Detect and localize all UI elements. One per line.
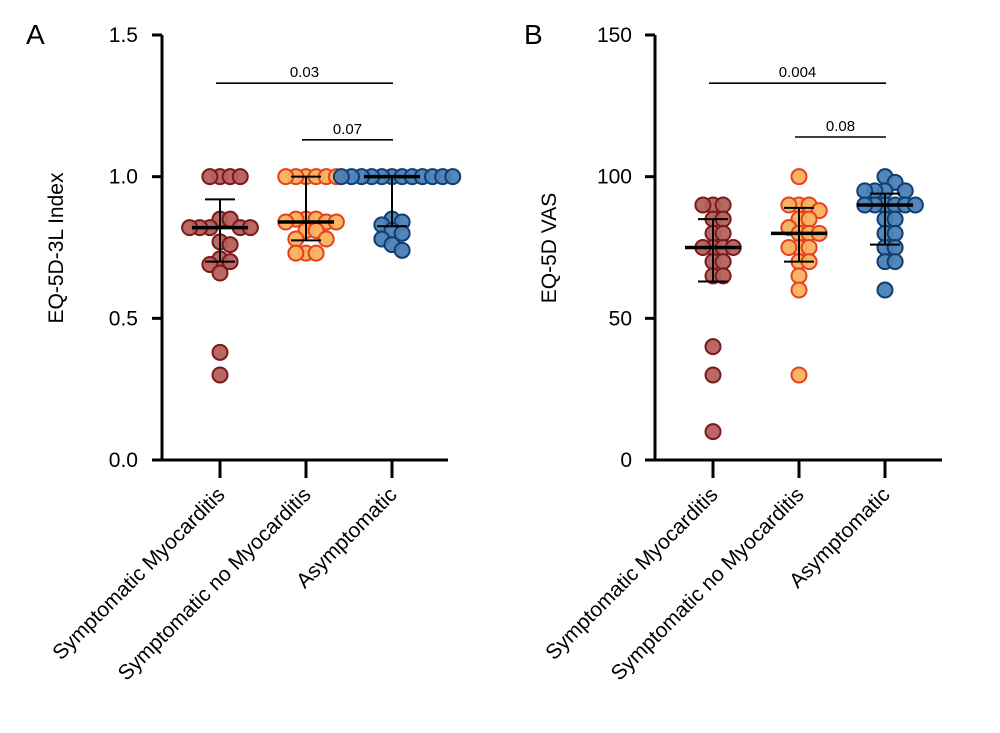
data-point <box>704 423 722 441</box>
data-point <box>886 253 904 271</box>
points <box>694 168 924 441</box>
y-tick-label: 1.5 <box>109 24 138 47</box>
data-point <box>800 210 818 228</box>
panel-a: A EQ-5D-3L Index 0.0 0.5 1.0 1.5 0.03 0.07 S… <box>26 19 462 685</box>
p-value-label: 0.08 <box>826 118 855 135</box>
data-point <box>231 168 249 186</box>
data-point <box>790 267 808 285</box>
y-tick-label: 50 <box>609 307 632 330</box>
y-tick-label: 0 <box>620 449 632 472</box>
error-bars <box>685 192 913 283</box>
panel-letter-b: B <box>524 19 543 50</box>
axes <box>154 35 448 478</box>
data-point <box>780 196 798 214</box>
y-tick-label: 0.0 <box>109 449 138 472</box>
data-point <box>221 236 239 254</box>
data-point <box>317 230 335 248</box>
data-point <box>444 168 462 186</box>
data-point <box>704 338 722 356</box>
data-point <box>714 267 732 285</box>
y-ticks: 0 50 100 150 <box>597 24 655 472</box>
comparisons: 0.03 0.07 <box>216 64 393 141</box>
data-point <box>714 224 732 242</box>
data-point <box>393 241 411 259</box>
y-ticks: 0.0 0.5 1.0 1.5 <box>109 24 162 472</box>
data-point <box>886 239 904 256</box>
data-point <box>714 253 732 271</box>
y-tick-label: 0.5 <box>109 307 138 330</box>
data-point <box>886 224 904 242</box>
p-value-label: 0.07 <box>333 121 362 138</box>
data-point <box>780 239 798 256</box>
data-point <box>714 196 732 214</box>
data-point <box>800 239 818 256</box>
category-label: Symptomatic Myocarditis <box>541 483 722 664</box>
data-point <box>790 366 808 384</box>
data-point <box>704 366 722 384</box>
data-point <box>287 230 305 248</box>
y-tick-label: 150 <box>597 24 632 47</box>
data-point <box>307 244 325 262</box>
data-point <box>856 182 874 200</box>
data-point <box>876 281 894 299</box>
data-point <box>201 168 219 186</box>
panel-b: B EQ-5D VAS 0 50 100 150 0.004 0.08 Symptoma… <box>524 19 942 685</box>
data-point <box>211 366 229 384</box>
panel-letter-a: A <box>26 19 45 50</box>
y-tick-label: 100 <box>597 166 632 189</box>
y-axis-label: EQ-5D VAS <box>538 193 561 303</box>
data-point <box>790 281 808 299</box>
y-axis-label: EQ-5D-3L Index <box>45 172 68 323</box>
data-point <box>896 182 914 200</box>
data-point <box>332 168 350 186</box>
data-point <box>211 343 229 361</box>
axes <box>647 35 942 478</box>
data-point <box>694 196 712 214</box>
data-point <box>211 264 229 282</box>
category-label: Symptomatic Myocarditis <box>48 483 229 664</box>
data-point <box>790 168 808 186</box>
error-bars <box>192 174 420 263</box>
points <box>181 168 462 384</box>
data-point <box>287 244 305 262</box>
y-tick-label: 1.0 <box>109 166 138 189</box>
comparisons: 0.004 0.08 <box>709 64 886 138</box>
p-value-label: 0.004 <box>779 64 817 81</box>
data-point <box>886 210 904 228</box>
p-value-label: 0.03 <box>290 64 319 81</box>
